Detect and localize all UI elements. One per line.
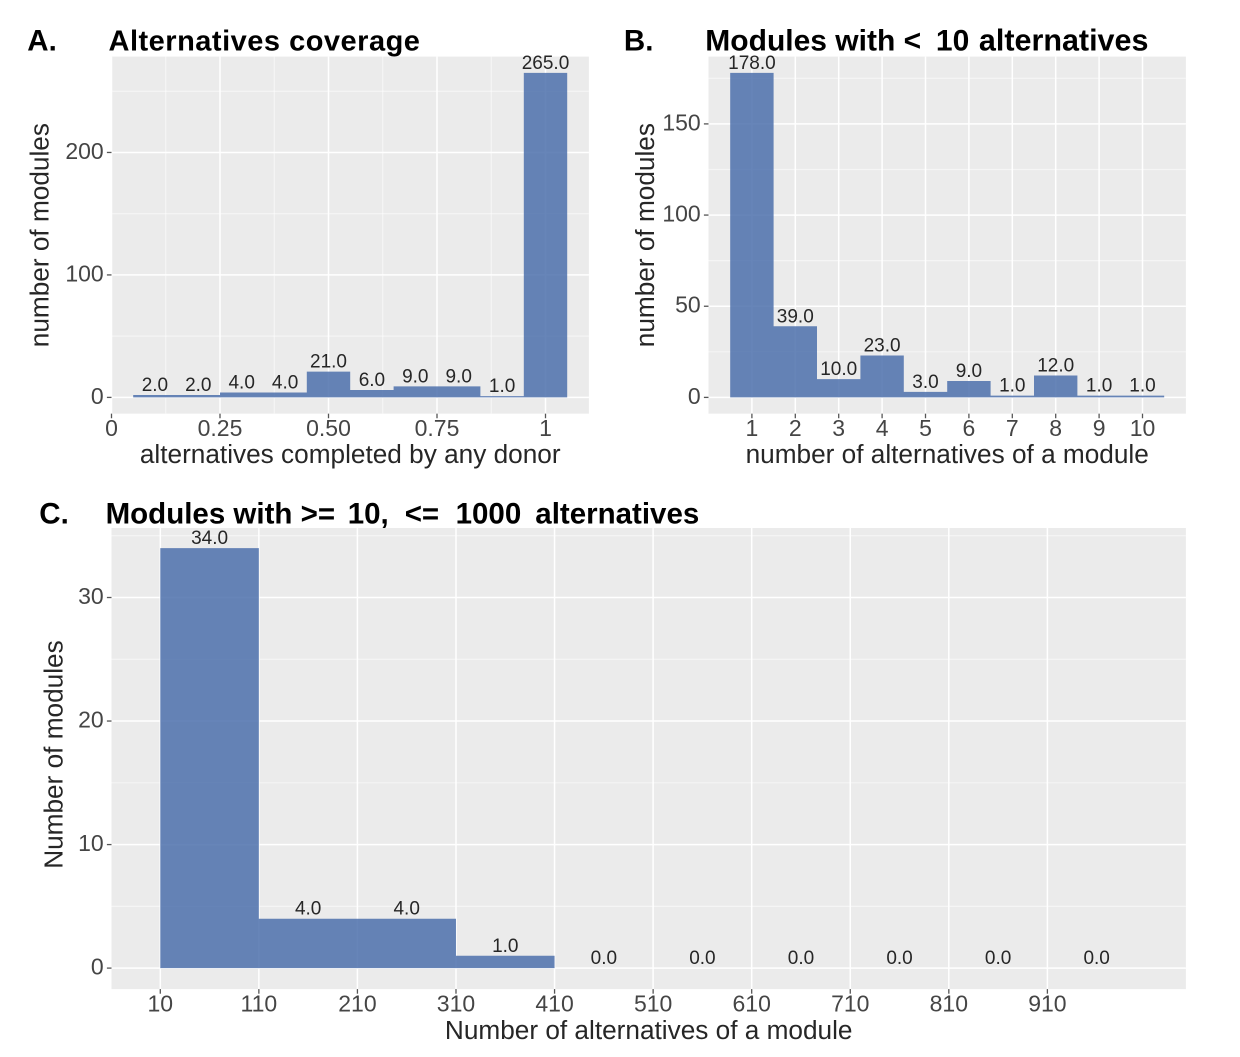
svg-text:10: 10 xyxy=(78,830,104,856)
svg-text:0.0: 0.0 xyxy=(689,948,715,969)
svg-text:0.0: 0.0 xyxy=(788,948,814,969)
svg-text:9.0: 9.0 xyxy=(402,366,428,387)
svg-text:Modules with <: Modules with < xyxy=(705,25,921,58)
svg-text:4: 4 xyxy=(876,415,889,441)
svg-text:23.0: 23.0 xyxy=(864,335,901,356)
svg-text:2.0: 2.0 xyxy=(185,375,211,396)
svg-text:210: 210 xyxy=(338,990,376,1016)
svg-text:100: 100 xyxy=(662,200,700,226)
svg-text:5: 5 xyxy=(919,415,932,441)
svg-text:150: 150 xyxy=(662,109,700,135)
svg-text:0.25: 0.25 xyxy=(198,415,243,441)
svg-text:Modules with >=: Modules with >= xyxy=(106,498,335,531)
svg-text:0: 0 xyxy=(91,954,104,980)
svg-text:Alternatives coverage: Alternatives coverage xyxy=(109,26,421,58)
svg-text:310: 310 xyxy=(437,990,475,1016)
svg-text:alternatives: alternatives xyxy=(979,24,1149,58)
svg-text:21.0: 21.0 xyxy=(310,352,347,373)
svg-text:34.0: 34.0 xyxy=(191,528,228,549)
svg-text:10.0: 10.0 xyxy=(820,359,857,380)
svg-text:1: 1 xyxy=(746,415,759,441)
svg-text:1.0: 1.0 xyxy=(999,376,1025,397)
svg-text:910: 910 xyxy=(1028,990,1066,1016)
svg-text:Number of modules: Number of modules xyxy=(39,640,69,869)
svg-text:710: 710 xyxy=(831,990,869,1016)
svg-text:20: 20 xyxy=(78,706,104,732)
svg-text:4.0: 4.0 xyxy=(295,899,321,920)
svg-text:810: 810 xyxy=(930,990,968,1016)
svg-text:8: 8 xyxy=(1049,415,1062,441)
svg-text:510: 510 xyxy=(634,990,672,1016)
svg-text:9: 9 xyxy=(1093,415,1106,441)
svg-text:30: 30 xyxy=(78,583,104,609)
svg-text:39.0: 39.0 xyxy=(777,306,814,327)
svg-text:6.0: 6.0 xyxy=(359,370,385,391)
svg-text:10: 10 xyxy=(936,25,969,58)
svg-text:0: 0 xyxy=(105,415,118,441)
svg-text:B.: B. xyxy=(624,25,654,58)
svg-text:6: 6 xyxy=(963,415,976,441)
svg-text:0: 0 xyxy=(688,383,701,409)
svg-text:0.0: 0.0 xyxy=(591,948,617,969)
svg-text:3.0: 3.0 xyxy=(912,372,938,393)
svg-text:alternatives: alternatives xyxy=(535,498,699,531)
svg-text:3: 3 xyxy=(832,415,845,441)
svg-text:9.0: 9.0 xyxy=(445,366,471,387)
svg-text:number of modules: number of modules xyxy=(25,123,55,347)
svg-text:0.0: 0.0 xyxy=(985,948,1011,969)
svg-text:Number of alternatives of a mo: Number of alternatives of a module xyxy=(445,1015,853,1045)
svg-text:12.0: 12.0 xyxy=(1037,356,1074,377)
svg-text:1000: 1000 xyxy=(456,498,522,531)
svg-text:4.0: 4.0 xyxy=(393,899,419,920)
svg-text:100: 100 xyxy=(65,260,103,286)
svg-text:0.0: 0.0 xyxy=(1083,948,1109,969)
svg-text:4.0: 4.0 xyxy=(272,373,298,394)
svg-text:410: 410 xyxy=(535,990,573,1016)
svg-text:number of alternatives of a mo: number of alternatives of a module xyxy=(746,439,1149,469)
svg-text:1: 1 xyxy=(539,415,552,441)
svg-text:610: 610 xyxy=(733,990,771,1016)
svg-text:A.: A. xyxy=(27,25,57,58)
svg-text:200: 200 xyxy=(65,138,103,164)
svg-text:1.0: 1.0 xyxy=(492,936,518,957)
svg-text:50: 50 xyxy=(675,292,701,318)
svg-text:1.0: 1.0 xyxy=(1086,376,1112,397)
svg-text:0.50: 0.50 xyxy=(306,415,351,441)
svg-text:0: 0 xyxy=(91,383,104,409)
svg-text:2: 2 xyxy=(789,415,802,441)
svg-text:0.75: 0.75 xyxy=(415,415,460,441)
svg-text:7: 7 xyxy=(1006,415,1019,441)
svg-text:178.0: 178.0 xyxy=(728,53,776,74)
svg-text:1.0: 1.0 xyxy=(489,376,515,397)
svg-text:110: 110 xyxy=(241,990,278,1016)
svg-text:10,: 10, xyxy=(348,498,389,531)
svg-text:265.0: 265.0 xyxy=(522,53,570,74)
svg-text:0.0: 0.0 xyxy=(886,948,912,969)
svg-text:4.0: 4.0 xyxy=(228,373,254,394)
svg-text:10: 10 xyxy=(148,990,174,1016)
svg-text:alternatives completed by any: alternatives completed by any donor xyxy=(140,439,561,469)
svg-text:10: 10 xyxy=(1130,415,1156,441)
svg-text:C.: C. xyxy=(39,498,69,531)
svg-text:number of modules: number of modules xyxy=(630,123,660,347)
svg-text:<=: <= xyxy=(405,498,439,531)
svg-text:1.0: 1.0 xyxy=(1129,376,1155,397)
svg-text:2.0: 2.0 xyxy=(142,375,168,396)
svg-text:9.0: 9.0 xyxy=(956,361,982,382)
